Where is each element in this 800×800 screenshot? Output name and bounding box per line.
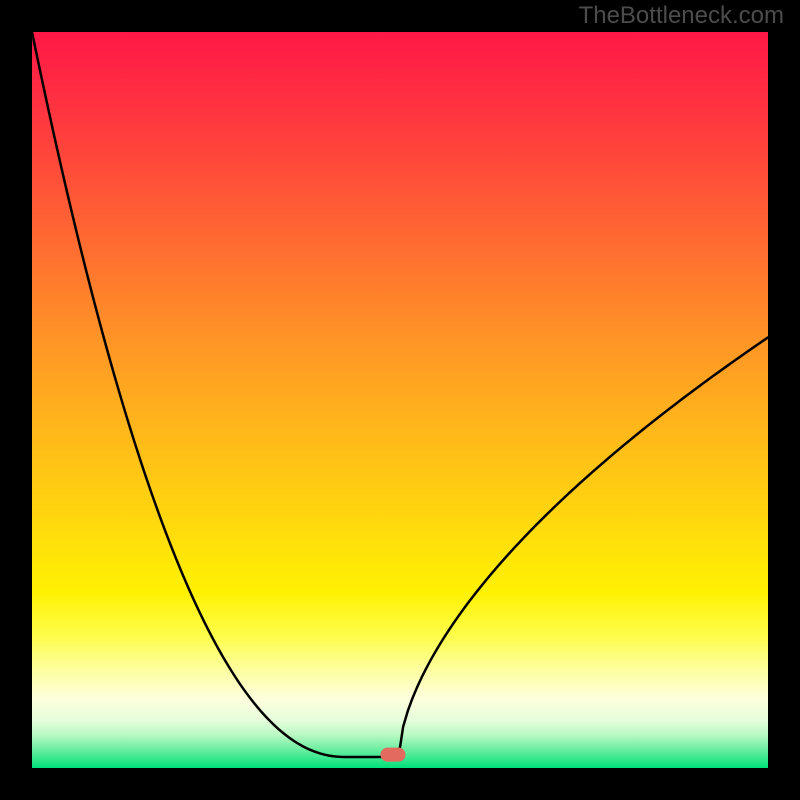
optimum-marker — [380, 747, 405, 762]
plot-area — [32, 32, 768, 768]
stage: TheBottleneck.com — [0, 0, 800, 800]
bottleneck-curve — [32, 32, 768, 768]
watermark-text: TheBottleneck.com — [579, 2, 784, 30]
